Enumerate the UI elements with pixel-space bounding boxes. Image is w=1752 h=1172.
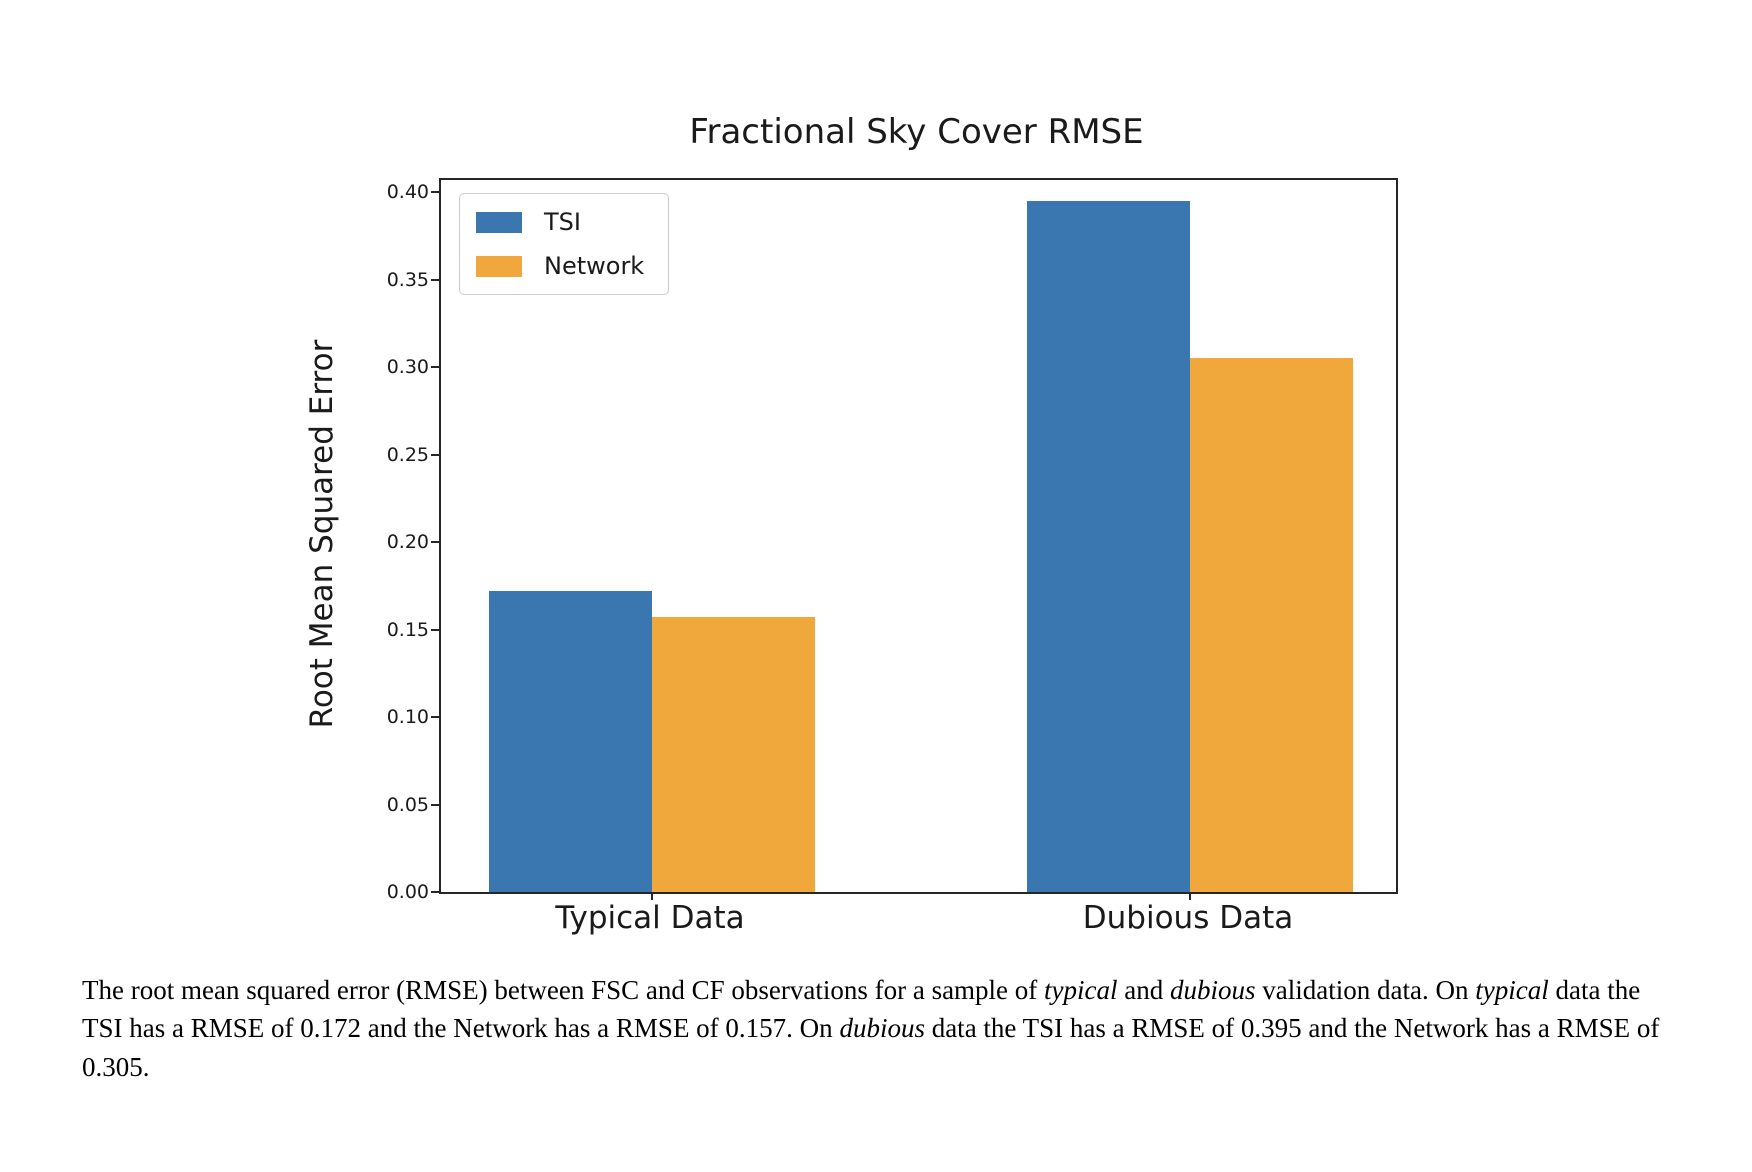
y-tick-label-0.00: 0.00 [386, 881, 429, 903]
x-tick-label-dubious: Dubious Data [1082, 900, 1294, 936]
y-tick-mark-0.20 [431, 541, 440, 544]
caption-italic-segment: typical [1044, 975, 1118, 1005]
y-tick-label-0.30: 0.30 [386, 356, 429, 379]
bar-tsi-typical-data [489, 591, 653, 892]
y-tick-label-0.15: 0.15 [386, 618, 429, 641]
y-tick-mark-0.25 [431, 453, 440, 456]
y-axis-label: Root Mean Squared Error [304, 339, 340, 729]
y-tick-label-0.25: 0.25 [386, 443, 429, 466]
y-tick-mark-0.40 [431, 191, 440, 194]
x-tick-label-typical: Typical Data [555, 900, 745, 936]
y-tick-mark-0.35 [431, 278, 440, 281]
y-tick-label-0.10: 0.10 [386, 706, 429, 729]
caption: The root mean squared error (RMSE) betwe… [82, 971, 1660, 1086]
caption-segment: and [1117, 975, 1171, 1005]
caption-segment: The root mean squared error (RMSE) betwe… [82, 975, 1045, 1005]
caption-italic-segment: typical [1475, 975, 1549, 1005]
y-tick-label-0.20: 0.20 [386, 531, 429, 554]
network-legend-label: Network [544, 252, 645, 280]
bar-tsi-dubious-data [1026, 200, 1190, 892]
axes: TSI Network 0.00 0.05 0.10 0.15 0.20 0.25 0.30… [387, 178, 1398, 903]
x-tick-mark-typical-data [651, 892, 654, 900]
legend: TSI Network [459, 193, 670, 295]
network-swatch [476, 255, 522, 277]
y-tick-mark-0.15 [431, 628, 440, 631]
caption-segment: data the TSI has a RMSE of 0.395 and the… [82, 1013, 1660, 1082]
plot-title: Fractional Sky Cover RMSE [689, 112, 1144, 152]
caption-italic-segment: dubious [1170, 975, 1256, 1005]
bar-network-dubious-data [1189, 358, 1353, 892]
legend-entry-network: Network [476, 252, 644, 280]
tsi-swatch [476, 211, 522, 233]
legend-entry-tsi: TSI [476, 208, 644, 236]
y-tick-label-0.40: 0.40 [386, 181, 429, 204]
y-tick-mark-0.30 [431, 366, 440, 369]
y-tick-mark-0.00 [431, 891, 440, 893]
x-tick-mark-dubious-data [1188, 892, 1191, 900]
caption-segment: validation data. On [1255, 975, 1476, 1005]
y-tick-mark-0.10 [431, 716, 440, 719]
y-tick-mark-0.05 [431, 803, 440, 806]
caption-segment: data the TSI has a RMSE of 0.172 and the… [82, 975, 1641, 1044]
bar-network-typical-data [652, 617, 816, 892]
y-tick-label-0.35: 0.35 [386, 268, 429, 291]
caption-italic-segment: dubious [839, 1013, 925, 1044]
y-tick-label-0.05: 0.05 [386, 793, 429, 816]
figure: Fractional Sky Cover RMSE Root Mean Squa… [304, 112, 1398, 936]
tsi-legend-label: TSI [544, 208, 581, 236]
